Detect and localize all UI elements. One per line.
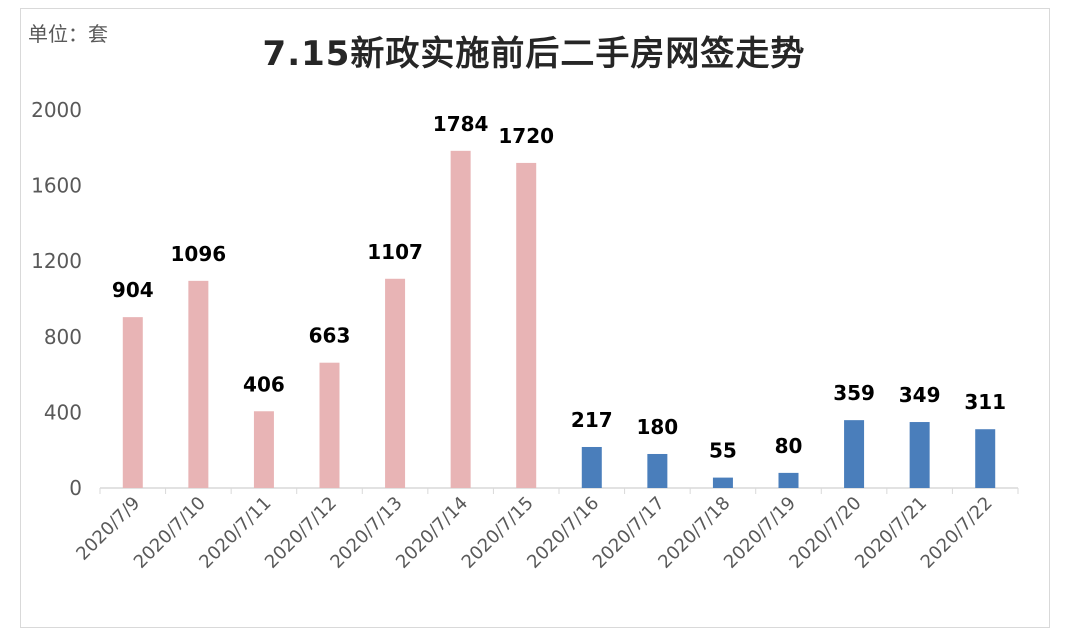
bar xyxy=(122,317,143,488)
bar xyxy=(253,411,274,488)
x-tick-label: 2020/7/22 xyxy=(917,493,997,573)
data-label: 311 xyxy=(964,390,1006,414)
data-label: 904 xyxy=(112,278,154,302)
bar xyxy=(516,162,537,489)
data-label: 80 xyxy=(775,434,803,458)
y-tick-label: 1600 xyxy=(31,174,82,198)
data-label: 406 xyxy=(243,372,285,396)
bar xyxy=(188,280,209,488)
y-tick-label: 1200 xyxy=(31,249,82,273)
bar xyxy=(975,429,996,488)
data-label: 1784 xyxy=(433,112,489,136)
bar xyxy=(712,477,733,488)
y-tick-label: 0 xyxy=(69,476,82,500)
bar xyxy=(909,422,930,488)
bar xyxy=(385,278,406,488)
unit-label: 单位：套 xyxy=(28,22,108,46)
data-label: 180 xyxy=(636,415,678,439)
y-tick-label: 2000 xyxy=(31,98,82,122)
data-label: 359 xyxy=(833,381,875,405)
y-tick-label: 400 xyxy=(44,400,82,424)
bar xyxy=(450,150,471,488)
bar xyxy=(844,420,865,488)
chart-title: 7.15新政实施前后二手房网签走势 xyxy=(262,34,806,74)
y-tick-label: 800 xyxy=(44,325,82,349)
data-label: 663 xyxy=(309,324,351,348)
bar xyxy=(319,362,340,488)
data-label: 1720 xyxy=(498,124,554,148)
data-label: 55 xyxy=(709,439,737,463)
data-label: 1107 xyxy=(367,240,423,264)
bar xyxy=(581,446,602,488)
data-label: 217 xyxy=(571,408,613,432)
data-label: 1096 xyxy=(171,242,227,266)
bar xyxy=(778,472,799,488)
data-label: 349 xyxy=(899,383,941,407)
bar xyxy=(647,453,668,488)
